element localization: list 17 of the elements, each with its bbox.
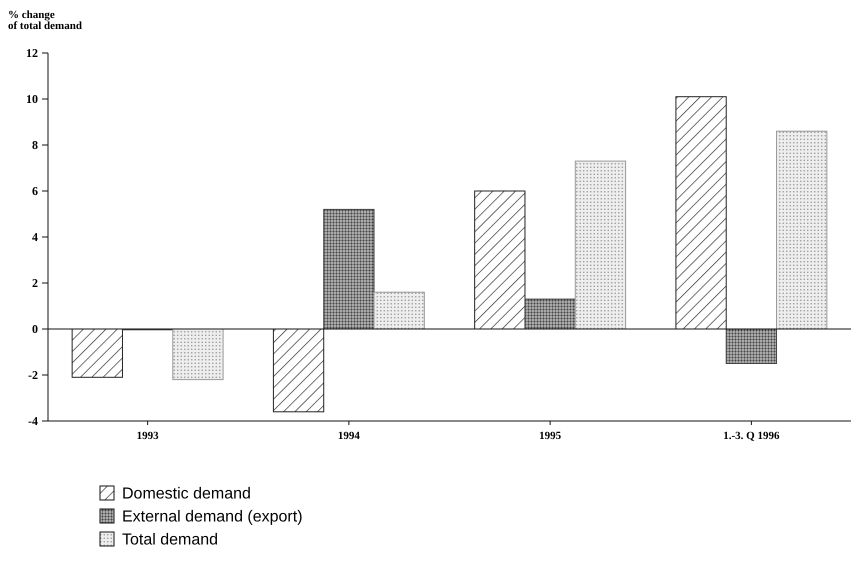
y-axis-title: % change of total demand: [8, 9, 82, 32]
legend-label: Total demand: [122, 532, 218, 549]
y-tick-label: -4: [28, 414, 38, 428]
y-tick-label: 8: [32, 138, 38, 152]
x-tick-label: 1.-3. Q 1996: [723, 430, 780, 442]
y-tick-label: -2: [28, 368, 38, 382]
y-tick-label: 0: [32, 322, 38, 336]
legend-label: External demand (export): [122, 508, 303, 526]
y-tick-label: 4: [32, 230, 38, 244]
legend-label: Domestic demand: [122, 486, 251, 503]
x-tick-label: 1993: [136, 430, 160, 442]
y-tick-label: 10: [26, 92, 38, 106]
y-tick-label: 2: [32, 276, 38, 290]
x-tick-label: 1994: [338, 430, 360, 442]
y-tick-label: 6: [32, 184, 38, 198]
y-tick-label: 12: [26, 46, 38, 60]
x-tick-label: 1995: [539, 430, 562, 442]
